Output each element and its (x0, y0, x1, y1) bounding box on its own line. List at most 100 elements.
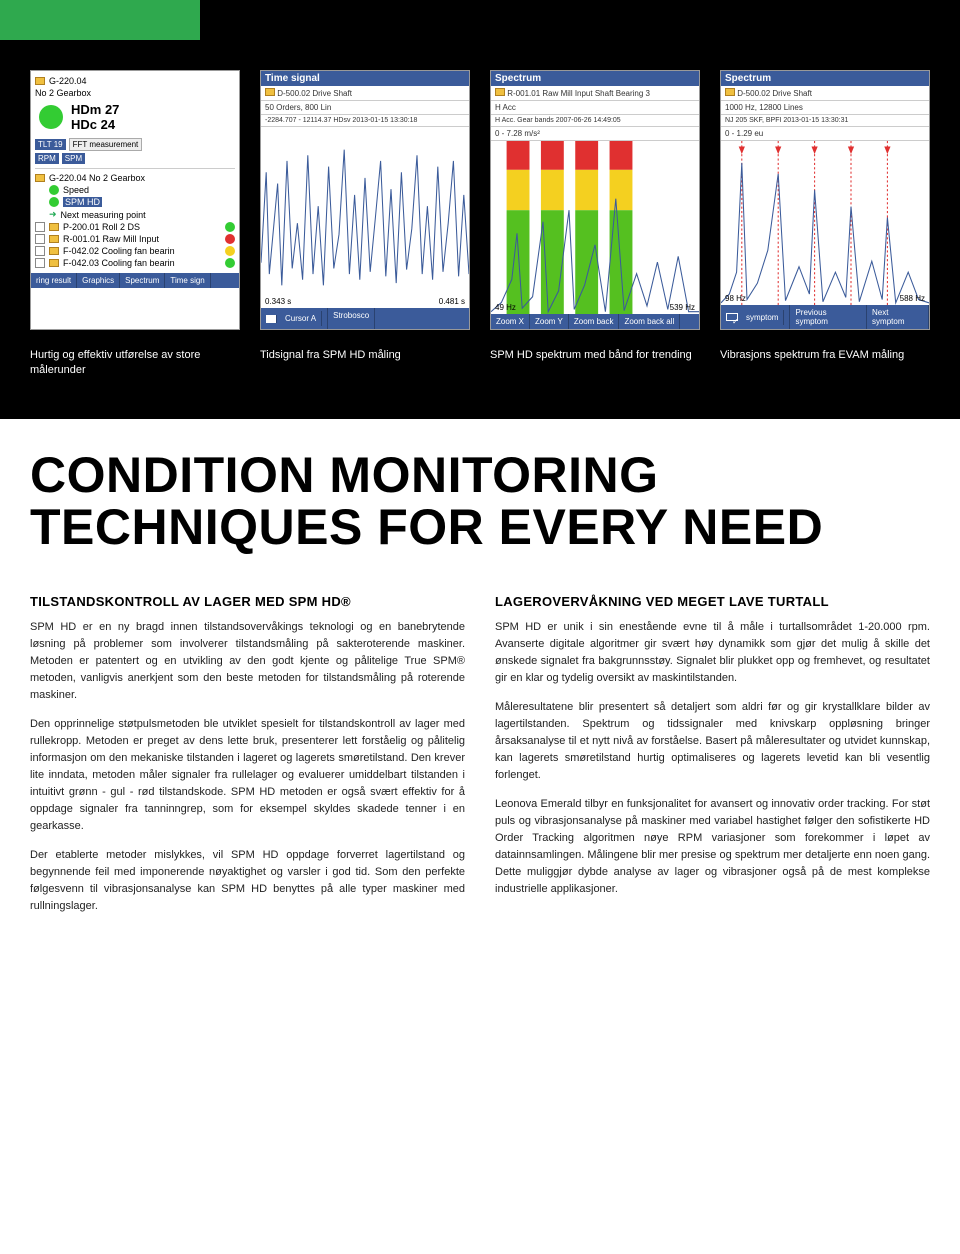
paragraph: SPM HD er en ny bragd innen tilstandsove… (30, 619, 465, 704)
left-column: TILSTANDSKONTROLL AV LAGER MED SPM HD® S… (30, 594, 465, 928)
caption: Hurtig og effektiv utførelse av store må… (30, 348, 240, 379)
status-icon (225, 258, 235, 268)
panel-range: 0 - 7.28 m/s² (491, 127, 699, 141)
screenshot-footer: ring result Graphics Spectrum Time sign (31, 273, 239, 288)
tree-item: R-001.01 Raw Mill Input (63, 234, 159, 244)
text-columns: TILSTANDSKONTROLL AV LAGER MED SPM HD® S… (30, 594, 930, 928)
footer-tab[interactable]: Previous symptom (790, 305, 867, 329)
panel-sub2: 50 Orders, 800 Lin (265, 103, 331, 112)
panel-title: Spectrum (491, 71, 699, 86)
status-icon (225, 246, 235, 256)
screenshot-spectrum-markers: Spectrum D-500.02 Drive Shaft 1000 Hz, 1… (720, 70, 930, 330)
status-icon (225, 222, 235, 232)
panel-sub1: R-001.01 Raw Mill Input Shaft Bearing 3 (507, 89, 650, 98)
panel-title: Spectrum (721, 71, 929, 86)
paragraph: Der etablerte metoder mislykkes, vil SPM… (30, 847, 465, 915)
footer-tab[interactable]: Zoom back (569, 314, 620, 329)
footer-tab[interactable]: Cursor A (280, 311, 322, 326)
panel-title: Time signal (261, 71, 469, 86)
paragraph: SPM HD er unik i sin enestående evne til… (495, 619, 930, 687)
chart-body: 0.343 s 0.481 s (261, 127, 469, 308)
panel-sub1: D-500.02 Drive Shaft (737, 89, 812, 98)
tree-item: G-220.04 No 2 Gearbox (49, 173, 145, 183)
x-label: 98 Hz (725, 294, 746, 303)
folder-icon (35, 174, 45, 182)
tree-label: No 2 Gearbox (35, 88, 91, 98)
main-title: CONDITION MONITORING TECHNIQUES FOR EVER… (30, 449, 930, 554)
panel-meta: -2284.707 - 12114.37 HDsv 2013-01-15 13:… (261, 115, 469, 127)
folder-icon (725, 88, 735, 96)
caption: SPM HD spektrum med bånd for trending (490, 348, 700, 379)
tree-item: F-042.02 Cooling fan bearin (63, 246, 175, 256)
paragraph: Leonova Emerald tilbyr en funksjonalitet… (495, 796, 930, 898)
tree-item: Speed (63, 185, 89, 195)
footer-tab[interactable]: Zoom Y (530, 314, 569, 329)
folder-icon (35, 77, 45, 85)
screenshot-spectrum-bands: Spectrum R-001.01 Raw Mill Input Shaft B… (490, 70, 700, 330)
box-icon (35, 246, 45, 256)
panel-range: 0 - 1.29 eu (721, 127, 929, 141)
footer-tab[interactable]: Strobosco (328, 308, 375, 329)
white-section: CONDITION MONITORING TECHNIQUES FOR EVER… (0, 419, 960, 978)
cursor-icon (266, 315, 277, 323)
footer-tab[interactable]: ring result (31, 273, 77, 288)
panel-meta: NJ 205 SKF, BPFI 2013-01-15 13:30:31 (721, 115, 929, 127)
caption: Tidsignal fra SPM HD måling (260, 348, 470, 379)
tree-item: F-042.03 Cooling fan bearin (63, 258, 175, 268)
tree-item: Next measuring point (61, 210, 146, 220)
title-line-1: CONDITION MONITORING (30, 447, 659, 503)
x-label: 539 Hz (670, 303, 695, 312)
footer-tab[interactable]: symptom (741, 310, 784, 325)
box-icon (35, 234, 45, 244)
footer-tab[interactable]: Zoom back all (619, 314, 680, 329)
x-label: 588 Hz (900, 294, 925, 303)
captions-row: Hurtig og effektiv utførelse av store må… (30, 330, 930, 419)
dot-icon (49, 185, 59, 195)
left-heading: TILSTANDSKONTROLL AV LAGER MED SPM HD® (30, 594, 465, 609)
screenshots-row: G-220.04 No 2 Gearbox HDm 27 HDc 24 TLT … (30, 70, 930, 330)
box-icon (35, 258, 45, 268)
spectrum-bands-chart (491, 141, 699, 314)
header-black-block (200, 0, 960, 40)
folder-icon (49, 247, 59, 255)
tree-label: G-220.04 (49, 76, 87, 86)
checkbox-icon[interactable]: ✓ (726, 313, 738, 321)
screenshot-tree: G-220.04 No 2 Gearbox HDm 27 HDc 24 TLT … (30, 70, 240, 330)
header-bar (0, 0, 960, 40)
footer-tab[interactable]: Next symptom (867, 305, 929, 329)
badge: TLT 19 (35, 139, 66, 150)
footer-tab[interactable]: Zoom X (491, 314, 530, 329)
header-green-block (0, 0, 200, 40)
screenshot-timesignal: Time signal D-500.02 Drive Shaft 50 Orde… (260, 70, 470, 330)
badge: SPM (62, 153, 85, 164)
panel-sub2: 1000 Hz, 12800 Lines (725, 103, 803, 112)
screenshot-footer: Cursor A Strobosco (261, 308, 469, 329)
folder-icon (265, 88, 275, 96)
screenshot-footer: ✓symptom Previous symptom Next symptom (721, 305, 929, 329)
folder-icon (49, 223, 59, 231)
status-icon (225, 234, 235, 244)
black-section: G-220.04 No 2 Gearbox HDm 27 HDc 24 TLT … (0, 40, 960, 419)
panel-meta: H Acc. Gear bands 2007-06-26 14:49:05 (491, 115, 699, 127)
spectrum-markers-chart (721, 141, 929, 305)
box-icon (35, 222, 45, 232)
chart-body: 98 Hz 588 Hz (721, 141, 929, 305)
title-line-2: TECHNIQUES FOR EVERY NEED (30, 499, 823, 555)
status-dot-icon (39, 105, 63, 129)
folder-icon (49, 235, 59, 243)
chart-body: 49 Hz 539 Hz (491, 141, 699, 314)
footer-tab[interactable]: Graphics (77, 273, 120, 288)
right-column: LAGEROVERVÅKNING VED MEGET LAVE TURTALL … (495, 594, 930, 928)
footer-tab[interactable]: Time sign (165, 273, 210, 288)
tree-item: P-200.01 Roll 2 DS (63, 222, 140, 232)
dot-icon (49, 197, 59, 207)
footer-tab[interactable]: Spectrum (120, 273, 165, 288)
panel-sub1: D-500.02 Drive Shaft (277, 89, 352, 98)
x-label: 0.481 s (439, 297, 465, 306)
paragraph: Måleresultatene blir presentert så detal… (495, 699, 930, 784)
panel-sub2: H Acc (495, 103, 516, 112)
badge: RPM (35, 153, 59, 164)
right-heading: LAGEROVERVÅKNING VED MEGET LAVE TURTALL (495, 594, 930, 609)
badge: FFT measurement (69, 138, 143, 151)
screenshot-footer: Zoom X Zoom Y Zoom back Zoom back all (491, 314, 699, 329)
